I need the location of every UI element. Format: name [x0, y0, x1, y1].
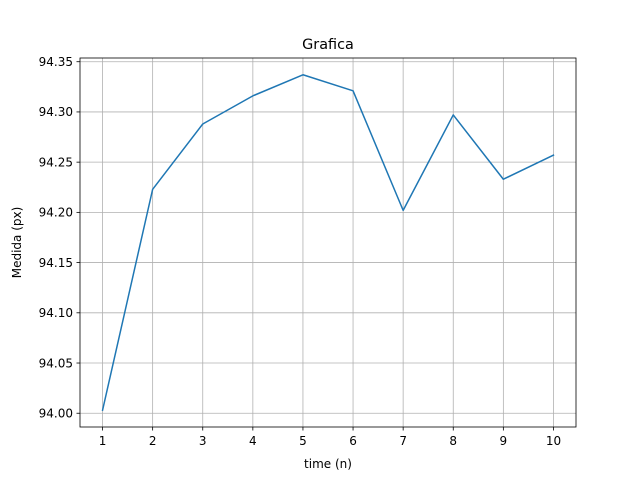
- y-axis-label: Medida (px): [10, 207, 24, 279]
- y-tick-label: 94.20: [39, 206, 73, 220]
- x-tick-label: 5: [299, 434, 307, 448]
- y-tick-label: 94.15: [39, 256, 73, 270]
- x-tick-label: 2: [149, 434, 157, 448]
- x-tick-label: 1: [99, 434, 107, 448]
- axes-frame: [79, 57, 577, 428]
- series-layer: [101, 74, 555, 412]
- y-tick-label: 94.30: [39, 105, 73, 119]
- chart-title: Grafica: [302, 37, 354, 53]
- y-tick-label: 94.25: [39, 155, 73, 169]
- x-tick-label: 8: [449, 434, 457, 448]
- x-tick-label: 3: [199, 434, 207, 448]
- x-tick-label: 6: [349, 434, 357, 448]
- x-tick-label: 10: [546, 434, 561, 448]
- grid: [80, 58, 576, 427]
- series-line: [101, 74, 555, 412]
- y-tick-label: 94.05: [39, 356, 73, 370]
- y-axis-ticks: 94.00 94.05 94.10 94.15 94.20 94.25 94.30 94.35: [39, 55, 80, 421]
- x-tick-label: 7: [399, 434, 407, 448]
- x-tick-label: 4: [249, 434, 257, 448]
- y-tick-label: 94.00: [39, 407, 73, 421]
- y-tick-label: 94.35: [39, 55, 73, 69]
- x-axis-label: time (n): [304, 457, 352, 471]
- y-tick-label: 94.10: [39, 306, 73, 320]
- x-tick-label: 9: [500, 434, 508, 448]
- x-axis-ticks: 1 2 3 4 5 6 7 8 9 10: [99, 427, 561, 448]
